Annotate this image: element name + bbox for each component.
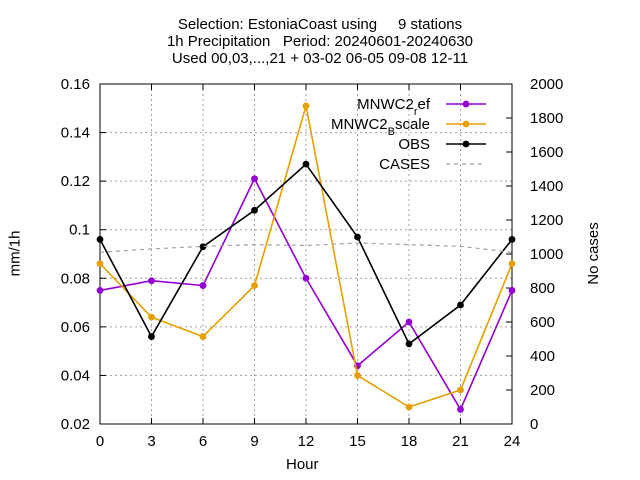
x-tick-label: 9 xyxy=(250,433,258,450)
data-point xyxy=(148,277,155,285)
data-point xyxy=(354,233,361,241)
data-point xyxy=(199,282,207,289)
y2-tick-label: 1200 xyxy=(530,212,563,229)
chart-title-line-3: Used 00,03,...,21 + 03-02 06-05 09-08 12… xyxy=(171,50,469,67)
data-point xyxy=(148,333,155,340)
legend-label: MNWC2Bscale xyxy=(331,116,430,138)
y-tick-label: 0.16 xyxy=(61,76,90,93)
data-point xyxy=(405,318,413,326)
data-point xyxy=(199,243,207,251)
data-point xyxy=(508,287,516,294)
y2-tick-label: 800 xyxy=(530,280,555,297)
y2-tick-label: 1600 xyxy=(530,144,563,161)
data-point xyxy=(405,340,413,348)
data-point xyxy=(508,260,516,268)
data-point xyxy=(354,372,361,379)
y2-tick-label: 200 xyxy=(530,382,555,399)
y-axis-label: mm/1h xyxy=(6,230,24,277)
data-point xyxy=(148,313,155,321)
data-point xyxy=(457,301,464,309)
series-obs xyxy=(96,160,516,348)
data-point xyxy=(96,287,104,294)
y2-tick-label: 1800 xyxy=(530,110,563,127)
data-point xyxy=(457,406,464,413)
data-point xyxy=(405,403,413,411)
x-axis-label: Hour xyxy=(286,456,319,473)
ticks: 0 3 6 9 12 15 18 21 24 0.02 0.04 0.06 0.08 0.1 0.12 0.1… xyxy=(61,76,564,450)
chart-title-line-2: 1h Precipitation Period: 20240601-202406… xyxy=(166,33,474,50)
data-point xyxy=(251,175,258,183)
y2-tick-label: 1400 xyxy=(530,178,563,195)
y-tick-label: 0.06 xyxy=(61,319,90,336)
x-tick-label: 0 xyxy=(96,433,104,450)
chart-title-line-1: Selection: EstoniaCoast using 9 stations xyxy=(177,16,463,33)
data-point xyxy=(457,386,464,394)
data-point xyxy=(302,102,310,110)
legend-label: CASES xyxy=(379,156,430,173)
y2-tick-label: 400 xyxy=(530,348,555,365)
x-tick-label: 12 xyxy=(298,433,315,450)
legend-label: MNWC2ref xyxy=(357,96,431,118)
legend-label: OBS xyxy=(398,136,430,153)
series-line xyxy=(99,105,513,408)
data-point xyxy=(302,160,310,168)
data-point xyxy=(251,282,258,289)
y2-tick-label: 1000 xyxy=(530,246,563,263)
y2-tick-label: 600 xyxy=(530,314,555,331)
x-tick-label: 24 xyxy=(504,433,521,450)
x-tick-label: 3 xyxy=(147,433,155,450)
y-tick-label: 0.1 xyxy=(69,222,90,239)
y2-tick-label: 2000 xyxy=(530,76,563,93)
y-tick-label: 0.08 xyxy=(61,270,90,287)
data-point xyxy=(96,236,104,243)
series-layer xyxy=(96,102,516,413)
y-tick-label: 0.02 xyxy=(61,416,90,433)
y-tick-label: 0.14 xyxy=(61,125,90,142)
legend-marker xyxy=(462,120,470,128)
y-tick-label: 0.04 xyxy=(61,367,90,384)
x-tick-label: 6 xyxy=(199,433,207,450)
data-point xyxy=(508,236,516,243)
legend-marker xyxy=(462,140,470,148)
y2-axis-label: No cases xyxy=(584,222,602,285)
data-point xyxy=(251,206,258,214)
y-tick-label: 0.12 xyxy=(61,173,90,190)
x-tick-label: 15 xyxy=(349,433,366,450)
data-point xyxy=(96,260,104,268)
x-tick-label: 18 xyxy=(401,433,418,450)
grid xyxy=(100,84,512,424)
series-mnwc2scale xyxy=(96,102,516,411)
data-point xyxy=(199,333,207,340)
legend-marker xyxy=(462,100,470,108)
y2-tick-label: 0 xyxy=(530,416,538,433)
x-tick-label: 21 xyxy=(452,433,469,450)
data-point xyxy=(302,274,310,282)
